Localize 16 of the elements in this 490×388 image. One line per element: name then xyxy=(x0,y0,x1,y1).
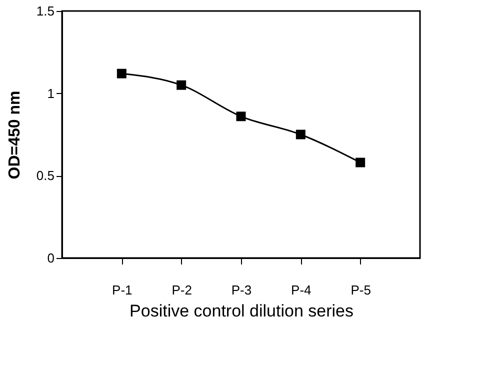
point xyxy=(296,130,306,140)
point xyxy=(356,158,366,168)
x-tick-label: P-5 xyxy=(350,282,371,298)
y-tick-label: 1.5 xyxy=(36,4,54,18)
y-tick-label: 0.5 xyxy=(36,168,54,184)
point xyxy=(176,80,186,90)
x-tick-label: P-3 xyxy=(231,282,252,298)
x-tick-label: P-2 xyxy=(172,282,192,298)
point xyxy=(236,112,246,122)
x-tick-label: P-4 xyxy=(291,282,312,298)
y-tick-label: 0 xyxy=(47,250,54,266)
point xyxy=(116,68,126,78)
x-tick-label: P-1 xyxy=(112,282,132,298)
x-axis-title: Positive control dilution series xyxy=(130,302,354,320)
y-axis-title: OD=450 nm xyxy=(6,90,24,180)
y-tick-label: 1 xyxy=(47,86,54,101)
